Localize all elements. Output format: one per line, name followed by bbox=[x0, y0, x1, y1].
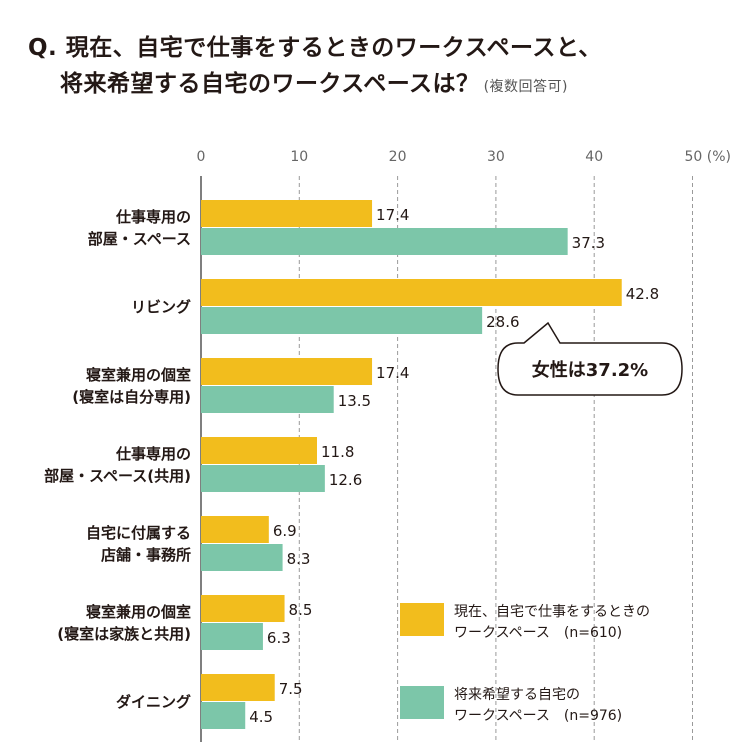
category-label: 仕事専用の bbox=[115, 208, 191, 226]
legend-label: 現在、自宅で仕事をするときの bbox=[454, 604, 650, 620]
bar bbox=[201, 595, 285, 622]
legend-label: ワークスペース (n=976) bbox=[454, 708, 622, 724]
bar bbox=[201, 544, 283, 571]
category-label: 寝室兼用の個室 bbox=[86, 366, 191, 384]
legend-label: ワークスペース (n=610) bbox=[454, 625, 622, 641]
bar bbox=[201, 228, 568, 255]
title-line-1: Q. 現在、自宅で仕事をするときのワークスペースと、 bbox=[28, 35, 602, 61]
category-label: リビング bbox=[131, 298, 191, 316]
bar bbox=[201, 702, 246, 729]
data-label: 17.4 bbox=[376, 364, 409, 382]
callout-bubble bbox=[497, 321, 683, 396]
legend-swatch bbox=[400, 603, 444, 636]
x-tick-label: 30 bbox=[487, 149, 505, 165]
bar bbox=[201, 386, 334, 413]
bar bbox=[201, 358, 373, 385]
bar bbox=[201, 674, 275, 701]
data-label: 8.3 bbox=[287, 550, 311, 568]
x-tick-label: 0 bbox=[197, 149, 206, 165]
question-title: Q. 現在、自宅で仕事をするときのワークスペースと、 将来希望する自宅のワークス… bbox=[28, 30, 602, 105]
data-label: 12.6 bbox=[329, 471, 362, 489]
title-note: (複数回答可) bbox=[483, 79, 568, 95]
x-tick-label: 20 bbox=[389, 149, 407, 165]
category-label: 部屋・スペース(共用) bbox=[44, 467, 191, 485]
category-label: 仕事専用の bbox=[115, 445, 191, 463]
data-label: 11.8 bbox=[321, 443, 354, 461]
x-tick-label: 50 (%) bbox=[685, 149, 732, 165]
bar bbox=[201, 623, 263, 650]
callout-text: 女性は37.2% bbox=[532, 359, 648, 381]
data-label: 7.5 bbox=[279, 680, 303, 698]
bar bbox=[201, 516, 269, 543]
bar bbox=[201, 307, 483, 334]
bar bbox=[201, 200, 373, 227]
data-label: 37.3 bbox=[572, 234, 605, 252]
data-label: 13.5 bbox=[338, 392, 371, 410]
data-label: 8.5 bbox=[289, 601, 313, 619]
category-label: 店舗・事務所 bbox=[101, 546, 191, 564]
x-tick-label: 10 bbox=[290, 149, 308, 165]
legend-label: 将来希望する自宅の bbox=[454, 687, 580, 703]
data-label: 6.9 bbox=[273, 522, 297, 540]
category-label: 部屋・スペース bbox=[88, 230, 191, 248]
bar bbox=[201, 437, 317, 464]
legend-swatch bbox=[400, 686, 444, 719]
data-label: 6.3 bbox=[267, 629, 291, 647]
title-line-2: 将来希望する自宅のワークスペースは？ bbox=[60, 71, 480, 97]
data-label: 17.4 bbox=[376, 206, 409, 224]
data-label: 4.5 bbox=[249, 708, 273, 726]
category-label: ダイニング bbox=[116, 693, 191, 711]
bar bbox=[201, 465, 325, 492]
category-label: 寝室兼用の個室 bbox=[86, 603, 191, 621]
category-label: (寝室は家族と共用) bbox=[57, 625, 191, 643]
category-label: (寝室は自分専用) bbox=[72, 388, 191, 406]
bar bbox=[201, 279, 622, 306]
category-label: 自宅に付属する bbox=[86, 524, 191, 542]
data-label: 28.6 bbox=[486, 313, 519, 331]
data-label: 42.8 bbox=[626, 285, 659, 303]
x-tick-label: 40 bbox=[585, 149, 603, 165]
